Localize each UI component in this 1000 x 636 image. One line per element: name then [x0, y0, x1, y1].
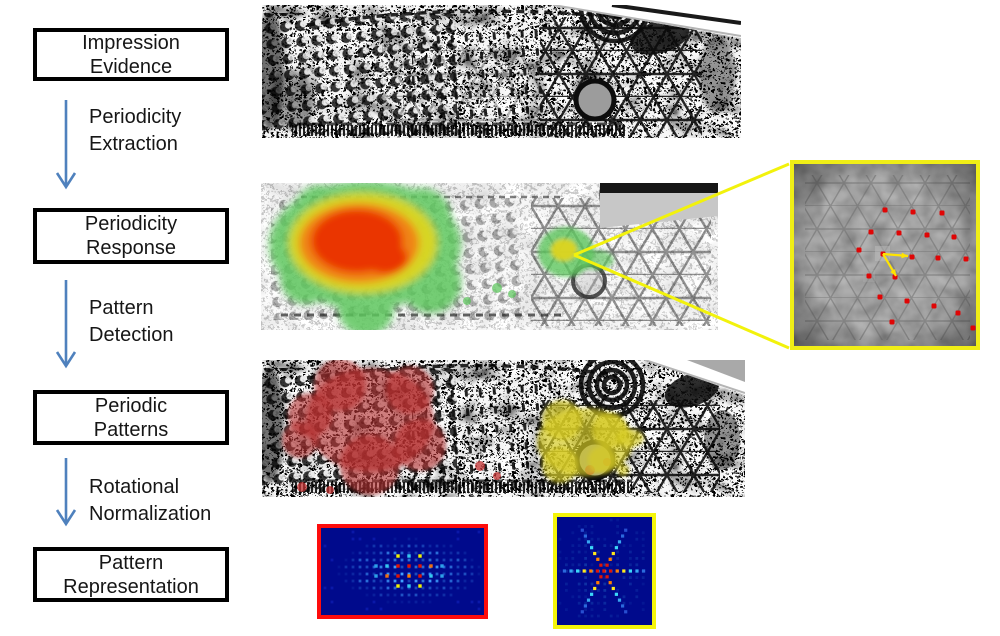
pattern-representation-yellow	[553, 513, 656, 629]
flow-box-pattern-representation: Pattern Representation	[33, 547, 229, 602]
circle-tread-feature	[573, 78, 617, 122]
flow-step-label-pattern-detection: Pattern Detection	[89, 297, 174, 346]
flow-box-impression-evidence: Impression Evidence	[33, 28, 229, 81]
flow-box-label: Periodicity Response	[84, 213, 178, 259]
flow-arrow-down-icon	[55, 458, 77, 527]
periodic-patterns-image	[262, 360, 745, 497]
impression-evidence-image	[262, 5, 741, 138]
flow-step-label-periodicity-extraction: Periodicity Extraction	[89, 106, 182, 155]
periodic-region-red	[282, 360, 446, 495]
lattice-detection-inset	[790, 160, 980, 350]
flow-arrow-down-icon	[55, 280, 77, 369]
pattern-representation-red	[317, 524, 488, 619]
periodic-region-yellow	[537, 400, 644, 483]
flow-box-label: Pattern Representation	[63, 551, 199, 598]
periodicity-response-image	[261, 183, 718, 330]
flow-box-label: Impression Evidence	[82, 31, 180, 78]
inset-border	[790, 160, 980, 350]
flow-box-label: Periodic Patterns	[93, 394, 169, 441]
flow-box-periodicity-response: Periodicity Response	[33, 208, 229, 264]
flow-step-label-rotational-normalization: Rotational Normalization	[89, 476, 212, 525]
flow-box-periodic-patterns: Periodic Patterns	[33, 390, 229, 445]
periodicity-heatmap-blob	[269, 183, 461, 330]
flow-arrow-down-icon	[55, 100, 77, 190]
lattice-dots	[856, 207, 976, 331]
lattice-basis-arrows	[882, 252, 909, 277]
